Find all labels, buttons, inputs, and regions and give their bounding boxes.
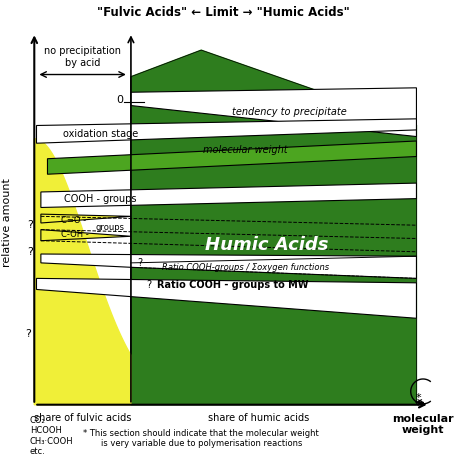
Text: ?: ? — [25, 329, 31, 339]
Text: "Fulvic Acids" ← Limit → "Humic Acids": "Fulvic Acids" ← Limit → "Humic Acids" — [97, 6, 350, 19]
Text: molecular weight: molecular weight — [203, 145, 287, 155]
Text: oxidation stage: oxidation stage — [62, 129, 138, 139]
Text: Ratio COOH-groups / Σoxygen functions: Ratio COOH-groups / Σoxygen functions — [162, 263, 329, 272]
Text: C=O -: C=O - — [61, 216, 86, 225]
Polygon shape — [41, 254, 416, 278]
Text: share of fulvic acids: share of fulvic acids — [34, 413, 131, 423]
Polygon shape — [36, 119, 416, 143]
Text: groups: groups — [96, 223, 125, 232]
Polygon shape — [34, 139, 131, 405]
Polygon shape — [41, 183, 416, 207]
Polygon shape — [41, 230, 131, 241]
Text: ?: ? — [137, 258, 142, 268]
Text: no precipitation
by acid: no precipitation by acid — [44, 46, 121, 68]
Text: ?: ? — [27, 220, 33, 230]
Text: ?: ? — [146, 280, 151, 290]
Polygon shape — [131, 50, 416, 405]
Text: *: * — [416, 393, 421, 403]
Polygon shape — [131, 88, 416, 137]
Text: Ratio COOH - groups to MW: Ratio COOH - groups to MW — [157, 280, 309, 290]
Text: ?: ? — [27, 247, 33, 257]
Text: relative amount: relative amount — [2, 179, 12, 268]
Polygon shape — [47, 141, 416, 174]
Text: tendency to precipitate: tendency to precipitate — [232, 107, 347, 117]
Text: CO₂
HCOOH
CH₃·COOH
etc.: CO₂ HCOOH CH₃·COOH etc. — [30, 416, 73, 456]
Text: C-OH -: C-OH - — [61, 230, 89, 238]
Text: molecular
weight: molecular weight — [392, 414, 454, 435]
Text: Humic Acids: Humic Acids — [205, 236, 329, 254]
Text: * This section should indicate that the molecular weight
is very variable due to: * This section should indicate that the … — [84, 429, 319, 449]
Text: share of humic acids: share of humic acids — [207, 413, 309, 423]
Polygon shape — [36, 278, 416, 318]
Text: COOH - groups: COOH - groups — [64, 194, 136, 204]
Polygon shape — [41, 214, 131, 223]
Text: 0: 0 — [117, 95, 123, 105]
